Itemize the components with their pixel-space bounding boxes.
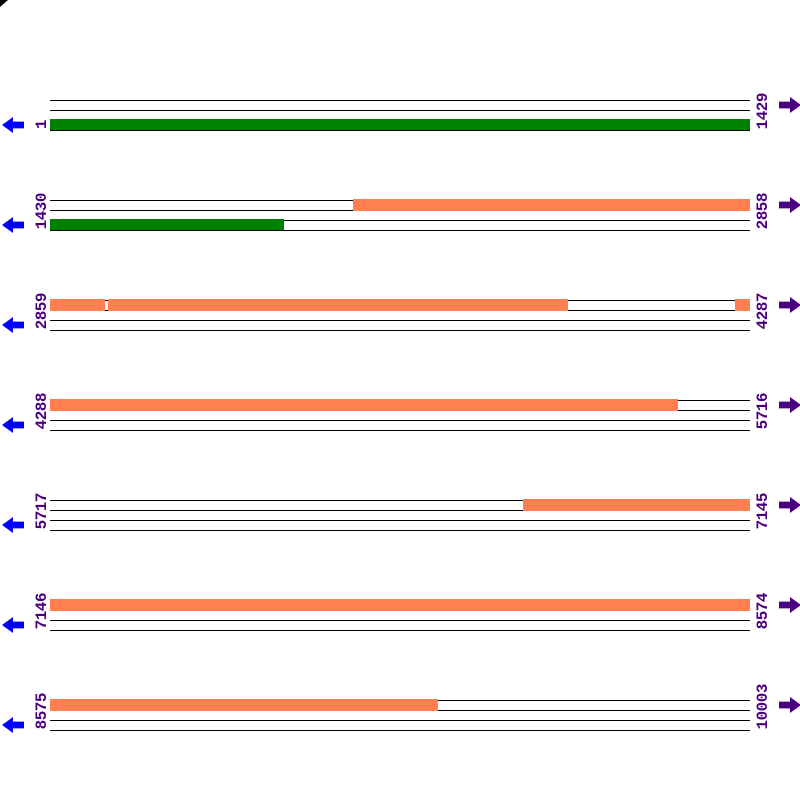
track-line xyxy=(50,629,750,631)
segment-start-label-text: 5717 xyxy=(33,493,51,530)
segment-end-label-text: 10003 xyxy=(754,683,772,730)
segment-start-label-text: 2859 xyxy=(33,293,51,330)
track-line xyxy=(50,99,750,101)
reverse-feature-bar xyxy=(50,118,750,131)
track-line xyxy=(50,429,750,431)
segment-end-label: 5716 xyxy=(754,393,772,434)
segment-end-label: 10003 xyxy=(754,683,772,735)
segment-end-label-text: 8574 xyxy=(754,593,772,630)
track-line xyxy=(50,529,750,531)
segment-start-label: 5717 xyxy=(33,493,51,534)
segment-end-label-text: 7145 xyxy=(754,493,772,530)
forward-feature-bar xyxy=(523,499,750,511)
segment-start-label-text: 4288 xyxy=(33,393,51,430)
left-strand-arrow-icon xyxy=(1,116,24,133)
segment-end-label: 7145 xyxy=(754,493,772,534)
left-strand-arrow-icon xyxy=(1,416,24,433)
segment-start-label: 2859 xyxy=(33,293,51,334)
track-line xyxy=(50,419,750,421)
segment-end-label-text: 5716 xyxy=(754,393,772,430)
segment-end-label: 8574 xyxy=(754,593,772,634)
track-line xyxy=(50,319,750,321)
segment-start-label-text: 7146 xyxy=(33,593,51,630)
right-strand-arrow-icon xyxy=(779,96,800,113)
segment-start-label: 1 xyxy=(33,117,51,135)
segment-start-label-text: 8575 xyxy=(33,693,51,730)
segment-start-label: 1430 xyxy=(33,193,51,234)
segment-end-label: 4287 xyxy=(754,293,772,334)
segment-start-label-text: 1 xyxy=(33,120,51,130)
segment-end-label-text: 2858 xyxy=(754,193,772,230)
left-strand-arrow-icon xyxy=(1,716,24,733)
reverse-feature-bar xyxy=(50,218,284,231)
right-strand-arrow-icon xyxy=(779,496,800,513)
left-strand-arrow-icon xyxy=(1,616,24,633)
right-strand-arrow-icon xyxy=(779,596,800,613)
segment-start-label: 8575 xyxy=(33,693,51,734)
right-strand-arrow-icon xyxy=(779,696,800,713)
right-strand-arrow-icon xyxy=(779,196,800,213)
forward-feature-bar xyxy=(50,599,750,611)
track-line xyxy=(50,719,750,721)
segment-end-label: 1429 xyxy=(754,93,772,134)
segment-start-label: 4288 xyxy=(33,393,51,434)
track-line xyxy=(50,729,750,731)
cropped-glyph-artifact xyxy=(0,0,8,7)
forward-feature-bar xyxy=(50,699,438,711)
track-line xyxy=(50,229,750,231)
right-strand-arrow-icon xyxy=(779,396,800,413)
track-line xyxy=(50,499,750,501)
left-strand-arrow-icon xyxy=(1,216,24,233)
left-strand-arrow-icon xyxy=(1,516,24,533)
left-strand-arrow-icon xyxy=(1,316,24,333)
forward-feature-bar xyxy=(353,199,750,211)
forward-feature-bar xyxy=(735,299,750,311)
track-line xyxy=(50,509,750,511)
track-line xyxy=(50,109,750,111)
forward-feature-bar xyxy=(50,399,678,411)
forward-feature-bar xyxy=(50,299,105,311)
segment-start-label-text: 1430 xyxy=(33,193,51,230)
track-line xyxy=(50,619,750,621)
track-line xyxy=(50,519,750,521)
track-line xyxy=(50,219,750,221)
track-line xyxy=(50,329,750,331)
segment-end-label-text: 4287 xyxy=(754,293,772,330)
segment-start-label: 7146 xyxy=(33,593,51,634)
segment-end-label: 2858 xyxy=(754,193,772,234)
segment-end-label-text: 1429 xyxy=(754,93,772,130)
forward-feature-bar xyxy=(108,299,568,311)
right-strand-arrow-icon xyxy=(779,296,800,313)
